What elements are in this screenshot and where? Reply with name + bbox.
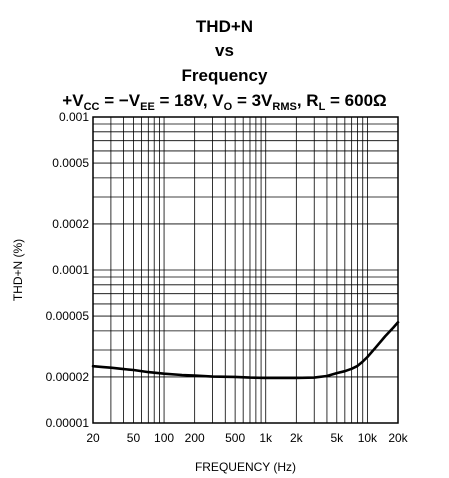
y-tick-label: 0.00001 [46, 416, 90, 430]
x-tick-label: 50 [127, 431, 141, 445]
y-tick-label: 0.0002 [52, 217, 89, 231]
x-tick-labels: 20 50 100 200 500 1k 2k 5k 10k 20k [86, 431, 408, 445]
y-tick-label: 0.0005 [52, 156, 89, 170]
chart-title-line-1: THD+N [195, 17, 254, 36]
y-tick-label: 0.00005 [46, 309, 90, 323]
plot-series [91, 320, 400, 380]
x-tick-label: 100 [154, 431, 174, 445]
x-tick-label: 20 [86, 431, 100, 445]
chart-title-line-2: vs [215, 41, 234, 60]
y-axis-label: THD+N (%) [11, 239, 25, 301]
x-tick-label: 10k [358, 431, 378, 445]
y-tick-label: 0.0001 [52, 263, 89, 277]
plot-frame [92, 116, 399, 424]
chart-title-line-3: Frequency [181, 66, 268, 85]
y-tick-labels: 0.00001 0.00002 0.00005 0.0001 0.0002 0.0005 0… [46, 110, 90, 430]
test-condition-subtitle: +VCC = −VEE = 18V, VO = 3VRMS, RL = 600Ω [62, 91, 387, 113]
x-tick-label: 1k [259, 431, 273, 445]
x-tick-label: 2k [290, 431, 304, 445]
x-tick-label: 20k [388, 431, 408, 445]
x-tick-label: 200 [185, 431, 205, 445]
x-tick-label: 5k [330, 431, 344, 445]
x-axis-label: FREQUENCY (Hz) [195, 460, 296, 474]
x-tick-label: 500 [225, 431, 245, 445]
y-tick-label: 0.00002 [46, 370, 90, 384]
thdn-curve [91, 320, 400, 380]
y-tick-label: 0.001 [59, 110, 89, 124]
